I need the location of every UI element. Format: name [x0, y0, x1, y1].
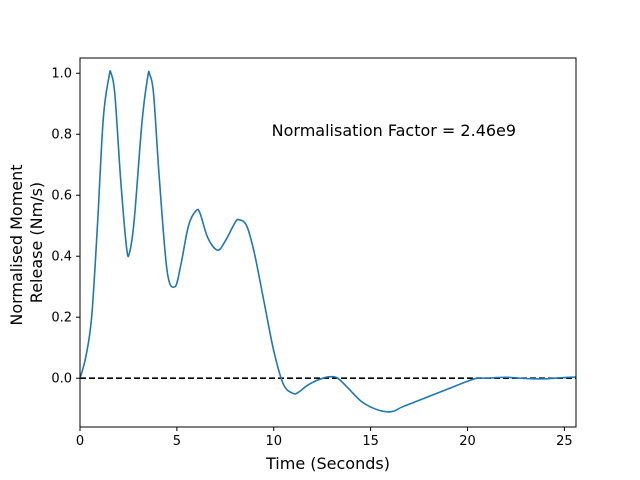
y-axis-label-line-1: Normalised Moment [7, 164, 26, 325]
y-axis-label: Normalised Moment Release (Nm/s) [7, 159, 46, 325]
plot-area [80, 58, 576, 427]
plot-frame [79, 57, 577, 428]
normalisation-factor-annotation: Normalisation Factor = 2.46e9 [272, 121, 516, 140]
y-axis-label-line-2: Release (Nm/s) [27, 182, 46, 303]
y-tick-label: 0.0 [51, 372, 72, 387]
x-axis-label: Time (Seconds) [265, 454, 390, 473]
y-tick-label: 1.0 [51, 67, 72, 82]
y-tick-label: 0.6 [51, 189, 72, 204]
y-tick-label: 0.8 [51, 128, 72, 143]
x-tick-label: 15 [362, 434, 379, 449]
y-axis-ticks: 0.0 0.2 0.4 0.6 0.8 1.0 [51, 67, 80, 387]
x-tick-label: 20 [459, 434, 476, 449]
y-tick-label: 0.4 [51, 250, 72, 265]
x-tick-label: 5 [173, 434, 181, 449]
x-tick-label: 10 [265, 434, 282, 449]
x-tick-label: 0 [76, 434, 84, 449]
y-tick-label: 0.2 [51, 311, 72, 326]
x-tick-label: 25 [556, 434, 573, 449]
x-axis-ticks: 0 5 10 15 20 25 [76, 427, 573, 449]
series-line-0 [79, 69, 577, 413]
series-layer [79, 69, 577, 413]
